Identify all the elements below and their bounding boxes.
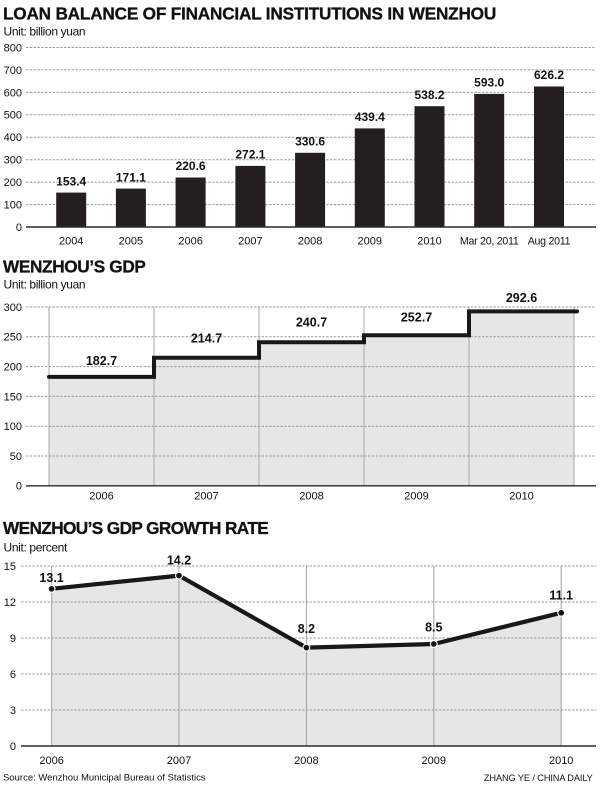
svg-text:0: 0: [16, 222, 22, 234]
svg-text:2009: 2009: [404, 491, 428, 503]
svg-text:Unit: percent: Unit: percent: [4, 541, 68, 555]
svg-text:171.1: 171.1: [116, 170, 146, 184]
svg-text:600: 600: [4, 87, 22, 99]
svg-text:272.1: 272.1: [235, 148, 265, 162]
svg-text:250: 250: [4, 332, 22, 344]
svg-text:292.6: 292.6: [506, 291, 537, 305]
svg-text:2008: 2008: [298, 236, 322, 248]
svg-text:Aug 2011: Aug 2011: [528, 236, 571, 248]
svg-text:11.1: 11.1: [549, 588, 573, 602]
svg-text:2010: 2010: [509, 491, 533, 503]
svg-text:330.6: 330.6: [295, 135, 325, 149]
svg-text:LOAN BALANCE OF FINANCIAL INST: LOAN BALANCE OF FINANCIAL INSTITUTIONS I…: [3, 4, 496, 24]
svg-text:626.2: 626.2: [534, 68, 564, 82]
svg-text:2007: 2007: [238, 236, 262, 248]
svg-text:2009: 2009: [358, 236, 382, 248]
svg-text:300: 300: [4, 155, 22, 167]
svg-text:500: 500: [4, 110, 22, 122]
svg-text:2004: 2004: [59, 236, 83, 248]
svg-text:300: 300: [4, 302, 22, 314]
svg-text:12: 12: [4, 597, 16, 609]
svg-text:400: 400: [4, 132, 22, 144]
svg-text:100: 100: [4, 200, 22, 212]
svg-text:439.4: 439.4: [355, 110, 385, 124]
svg-text:14.2: 14.2: [167, 554, 191, 568]
svg-text:2010: 2010: [549, 755, 573, 767]
svg-text:700: 700: [4, 65, 22, 77]
svg-text:182.7: 182.7: [86, 354, 117, 368]
svg-text:200: 200: [4, 362, 22, 374]
svg-text:13.1: 13.1: [39, 571, 63, 585]
svg-text:240.7: 240.7: [296, 316, 327, 330]
svg-text:200: 200: [4, 177, 22, 189]
svg-text:6: 6: [10, 669, 16, 681]
svg-text:2006: 2006: [39, 755, 63, 767]
svg-text:8.2: 8.2: [298, 622, 315, 636]
svg-text:9: 9: [10, 633, 16, 645]
svg-text:2006: 2006: [178, 236, 202, 248]
svg-text:0: 0: [10, 741, 16, 753]
svg-text:538.2: 538.2: [414, 88, 444, 102]
svg-text:220.6: 220.6: [176, 159, 206, 173]
svg-text:WENZHOU’S GDP: WENZHOU’S GDP: [3, 257, 146, 277]
svg-text:252.7: 252.7: [401, 311, 432, 325]
svg-text:WENZHOU’S GDP GROWTH RATE: WENZHOU’S GDP GROWTH RATE: [3, 518, 268, 538]
svg-text:2007: 2007: [194, 491, 218, 503]
svg-text:Mar 20, 2011: Mar 20, 2011: [460, 236, 519, 248]
svg-text:Source: Wenzhou Municipal Bure: Source: Wenzhou Municipal Bureau of Stat…: [3, 772, 206, 783]
svg-text:Unit: billion yuan: Unit: billion yuan: [4, 277, 86, 291]
svg-text:2005: 2005: [119, 236, 143, 248]
svg-text:153.4: 153.4: [56, 174, 86, 188]
svg-text:593.0: 593.0: [474, 76, 504, 90]
svg-text:2010: 2010: [417, 236, 441, 248]
svg-text:214.7: 214.7: [191, 332, 222, 346]
svg-text:Unit: billion yuan: Unit: billion yuan: [4, 24, 86, 38]
svg-text:150: 150: [4, 391, 22, 403]
svg-text:3: 3: [10, 705, 16, 717]
svg-text:8.5: 8.5: [425, 620, 442, 634]
svg-text:50: 50: [10, 451, 22, 463]
svg-text:2008: 2008: [294, 755, 318, 767]
svg-text:0: 0: [16, 481, 22, 493]
svg-text:2009: 2009: [422, 755, 446, 767]
svg-text:ZHANG YE / CHINA DAILY: ZHANG YE / CHINA DAILY: [484, 773, 593, 783]
svg-text:2008: 2008: [299, 491, 323, 503]
svg-text:800: 800: [4, 42, 22, 54]
svg-text:15: 15: [4, 561, 16, 573]
svg-text:2006: 2006: [89, 491, 113, 503]
svg-text:2007: 2007: [167, 755, 191, 767]
svg-text:100: 100: [4, 421, 22, 433]
